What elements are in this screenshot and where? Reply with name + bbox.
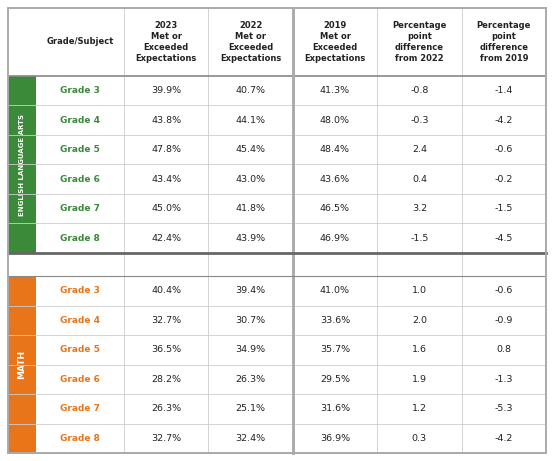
Text: 39.9%: 39.9% [151, 86, 181, 95]
Text: 32.7%: 32.7% [151, 434, 181, 443]
Text: 2.4: 2.4 [412, 145, 427, 154]
Text: 41.8%: 41.8% [235, 204, 265, 213]
Text: Grade 4: Grade 4 [60, 116, 100, 125]
Text: MATH: MATH [18, 350, 27, 379]
Bar [36, 276, 546, 306]
Text: 45.4%: 45.4% [235, 145, 265, 154]
Text: -0.6: -0.6 [495, 145, 513, 154]
Text: Percentage
point
difference
from 2022: Percentage point difference from 2022 [392, 21, 447, 63]
Bar [36, 424, 546, 453]
Text: 32.7%: 32.7% [151, 316, 181, 325]
Text: 26.3%: 26.3% [235, 375, 266, 384]
Text: 48.4%: 48.4% [320, 145, 350, 154]
Text: -0.8: -0.8 [410, 86, 429, 95]
Text: Grade 6: Grade 6 [60, 175, 100, 184]
Bar [36, 306, 546, 335]
Text: 1.6: 1.6 [412, 345, 427, 354]
Bar [36, 135, 546, 165]
Text: Percentage
point
difference
from 2019: Percentage point difference from 2019 [476, 21, 531, 63]
Text: 1.2: 1.2 [412, 404, 427, 413]
Bar [36, 194, 546, 224]
Bar [36, 394, 546, 424]
Text: -1.3: -1.3 [495, 375, 513, 384]
Text: 43.0%: 43.0% [235, 175, 266, 184]
Text: Grade/Subject: Grade/Subject [47, 37, 114, 47]
Text: 36.9%: 36.9% [320, 434, 350, 443]
Text: -5.3: -5.3 [495, 404, 513, 413]
Text: 26.3%: 26.3% [151, 404, 181, 413]
Text: 2023
Met or
Exceeded
Expectations: 2023 Met or Exceeded Expectations [136, 21, 197, 63]
Bar [36, 106, 546, 135]
Bar [36, 365, 546, 394]
Bar [8, 8, 546, 76]
Text: 28.2%: 28.2% [151, 375, 181, 384]
Text: 25.1%: 25.1% [235, 404, 265, 413]
Text: Grade 5: Grade 5 [60, 345, 100, 354]
Text: 48.0%: 48.0% [320, 116, 350, 125]
Bar [36, 76, 546, 106]
Text: 29.5%: 29.5% [320, 375, 350, 384]
Text: 43.9%: 43.9% [235, 234, 266, 243]
Text: 32.4%: 32.4% [235, 434, 266, 443]
Text: 40.4%: 40.4% [151, 286, 181, 295]
Text: 31.6%: 31.6% [320, 404, 350, 413]
Bar [36, 335, 546, 365]
Text: Grade 3: Grade 3 [60, 86, 100, 95]
Text: -1.5: -1.5 [410, 234, 429, 243]
Text: 41.0%: 41.0% [320, 286, 350, 295]
Text: Grade 8: Grade 8 [60, 434, 100, 443]
Text: 46.5%: 46.5% [320, 204, 350, 213]
Text: 0.8: 0.8 [496, 345, 511, 354]
Text: -0.3: -0.3 [410, 116, 429, 125]
Text: Grade 7: Grade 7 [60, 404, 100, 413]
Text: 34.9%: 34.9% [235, 345, 266, 354]
Text: -0.6: -0.6 [495, 286, 513, 295]
Text: 45.0%: 45.0% [151, 204, 181, 213]
Text: Grade 3: Grade 3 [60, 286, 100, 295]
Text: Grade 7: Grade 7 [60, 204, 100, 213]
Text: -4.2: -4.2 [495, 434, 513, 443]
Text: 0.4: 0.4 [412, 175, 427, 184]
Text: 40.7%: 40.7% [235, 86, 265, 95]
Text: 39.4%: 39.4% [235, 286, 266, 295]
Text: 43.4%: 43.4% [151, 175, 181, 184]
Text: 36.5%: 36.5% [151, 345, 181, 354]
Bar [8, 76, 36, 253]
Text: 30.7%: 30.7% [235, 316, 266, 325]
Text: 46.9%: 46.9% [320, 234, 350, 243]
Text: -4.5: -4.5 [495, 234, 513, 243]
Text: 43.8%: 43.8% [151, 116, 181, 125]
Text: 41.3%: 41.3% [320, 86, 350, 95]
Text: 1.9: 1.9 [412, 375, 427, 384]
Text: 2022
Met or
Exceeded
Expectations: 2022 Met or Exceeded Expectations [220, 21, 281, 63]
Text: 0.3: 0.3 [412, 434, 427, 443]
Text: Grade 6: Grade 6 [60, 375, 100, 384]
Text: 2.0: 2.0 [412, 316, 427, 325]
Text: -1.5: -1.5 [495, 204, 513, 213]
Text: 2019
Met or
Exceeded
Expectations: 2019 Met or Exceeded Expectations [304, 21, 366, 63]
Text: Grade 8: Grade 8 [60, 234, 100, 243]
Text: -4.2: -4.2 [495, 116, 513, 125]
Text: 43.6%: 43.6% [320, 175, 350, 184]
Text: -1.4: -1.4 [495, 86, 513, 95]
Text: 42.4%: 42.4% [151, 234, 181, 243]
Text: -0.9: -0.9 [495, 316, 513, 325]
Text: Grade 4: Grade 4 [60, 316, 100, 325]
Text: 44.1%: 44.1% [235, 116, 265, 125]
Text: 1.0: 1.0 [412, 286, 427, 295]
Text: 47.8%: 47.8% [151, 145, 181, 154]
Text: 33.6%: 33.6% [320, 316, 350, 325]
Bar [8, 276, 36, 453]
Text: Grade 5: Grade 5 [60, 145, 100, 154]
Bar [36, 165, 546, 194]
Text: 3.2: 3.2 [412, 204, 427, 213]
Text: -0.2: -0.2 [495, 175, 513, 184]
Bar [36, 224, 546, 253]
Text: 35.7%: 35.7% [320, 345, 350, 354]
Text: ENGLISH LANGUAGE ARTS: ENGLISH LANGUAGE ARTS [19, 113, 25, 215]
